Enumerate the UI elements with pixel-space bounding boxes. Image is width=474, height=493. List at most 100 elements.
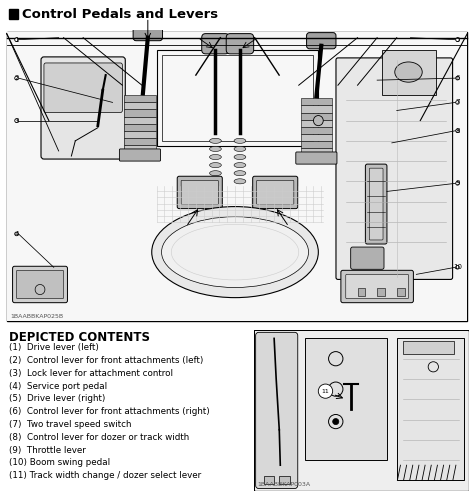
FancyBboxPatch shape	[41, 57, 125, 159]
Text: (9)  Throttle lever: (9) Throttle lever	[9, 446, 85, 455]
Text: 7: 7	[455, 100, 460, 106]
Bar	[124, 95, 155, 103]
Text: (2)  Control lever for front attachments (left): (2) Control lever for front attachments …	[9, 356, 203, 365]
FancyBboxPatch shape	[181, 180, 219, 205]
Text: (6)  Control lever for front attachments (right): (6) Control lever for front attachments …	[9, 407, 210, 416]
Circle shape	[15, 232, 18, 236]
Bar	[162, 55, 313, 141]
Circle shape	[313, 115, 323, 126]
Bar	[402, 342, 454, 353]
Bar	[124, 138, 155, 145]
Text: 1BAABBKAP025B: 1BAABBKAP025B	[10, 314, 64, 319]
Bar	[382, 50, 436, 95]
FancyBboxPatch shape	[346, 275, 409, 299]
Text: 1BAABBKAP003A: 1BAABBKAP003A	[258, 483, 311, 488]
Ellipse shape	[234, 171, 246, 176]
Bar	[377, 287, 385, 296]
Circle shape	[333, 419, 339, 424]
FancyBboxPatch shape	[255, 332, 298, 489]
Bar	[305, 338, 387, 460]
FancyBboxPatch shape	[351, 247, 384, 269]
Text: (7)  Two travel speed switch: (7) Two travel speed switch	[9, 420, 131, 429]
FancyBboxPatch shape	[202, 34, 229, 54]
FancyBboxPatch shape	[133, 25, 163, 41]
Text: 2: 2	[14, 75, 18, 81]
Text: (3)  Lock lever for attachment control: (3) Lock lever for attachment control	[9, 369, 173, 378]
Text: (4)  Service port pedal: (4) Service port pedal	[9, 382, 107, 390]
Text: (1)  Drive lever (left): (1) Drive lever (left)	[9, 343, 99, 352]
Ellipse shape	[210, 154, 221, 160]
Bar	[264, 476, 274, 485]
FancyBboxPatch shape	[336, 58, 453, 280]
Bar	[279, 476, 290, 485]
Circle shape	[456, 181, 459, 185]
Text: 8: 8	[455, 128, 460, 134]
FancyBboxPatch shape	[296, 152, 337, 164]
Ellipse shape	[210, 179, 221, 184]
Text: DEPICTED CONTENTS: DEPICTED CONTENTS	[9, 331, 150, 345]
FancyBboxPatch shape	[369, 168, 383, 240]
FancyBboxPatch shape	[226, 34, 254, 54]
Bar	[156, 50, 319, 146]
Ellipse shape	[234, 179, 246, 184]
Ellipse shape	[234, 139, 246, 143]
FancyBboxPatch shape	[13, 266, 67, 303]
Circle shape	[456, 38, 459, 41]
Text: Control Pedals and Levers: Control Pedals and Levers	[22, 7, 219, 21]
Ellipse shape	[210, 163, 221, 168]
Text: (5)  Drive lever (right): (5) Drive lever (right)	[9, 394, 105, 403]
FancyBboxPatch shape	[17, 270, 64, 299]
Text: 4: 4	[14, 231, 18, 237]
Bar	[301, 134, 332, 141]
Bar	[357, 287, 365, 296]
Ellipse shape	[234, 163, 246, 168]
Circle shape	[456, 129, 459, 133]
Ellipse shape	[234, 154, 246, 160]
FancyBboxPatch shape	[341, 270, 413, 303]
Bar	[301, 99, 332, 106]
Bar	[301, 141, 332, 148]
Ellipse shape	[395, 62, 422, 82]
Bar	[301, 127, 332, 134]
Bar	[124, 131, 155, 138]
FancyBboxPatch shape	[365, 164, 387, 244]
Circle shape	[456, 101, 459, 104]
Bar	[124, 109, 155, 116]
Text: 5: 5	[456, 36, 460, 43]
Bar	[301, 120, 332, 127]
Bar	[397, 338, 464, 480]
Text: (8)  Control lever for dozer or track width: (8) Control lever for dozer or track wid…	[9, 433, 189, 442]
Ellipse shape	[234, 146, 246, 151]
Bar	[124, 116, 155, 124]
Circle shape	[15, 76, 18, 80]
Bar	[301, 112, 332, 120]
Circle shape	[318, 384, 333, 398]
Text: 6: 6	[455, 75, 460, 81]
FancyBboxPatch shape	[307, 33, 336, 49]
FancyBboxPatch shape	[119, 149, 161, 161]
Text: 1: 1	[14, 36, 19, 43]
FancyBboxPatch shape	[256, 180, 294, 205]
Ellipse shape	[162, 217, 309, 287]
FancyBboxPatch shape	[44, 63, 122, 112]
Text: 3: 3	[14, 118, 19, 124]
Bar	[124, 145, 155, 152]
Ellipse shape	[210, 171, 221, 176]
Ellipse shape	[152, 207, 319, 298]
Circle shape	[15, 119, 18, 122]
Circle shape	[15, 38, 18, 41]
Bar	[397, 287, 405, 296]
FancyBboxPatch shape	[177, 176, 222, 209]
Bar	[124, 124, 155, 131]
Text: 10: 10	[453, 264, 462, 270]
FancyBboxPatch shape	[253, 176, 298, 209]
Bar	[301, 106, 332, 112]
Text: (10) Boom swing pedal: (10) Boom swing pedal	[9, 458, 110, 467]
Ellipse shape	[210, 146, 221, 151]
Bar	[9, 9, 18, 19]
Text: (11) Track width change / dozer select lever: (11) Track width change / dozer select l…	[9, 471, 201, 480]
Circle shape	[456, 265, 459, 269]
Text: 11: 11	[321, 388, 329, 393]
Circle shape	[456, 76, 459, 80]
Bar	[124, 103, 155, 109]
